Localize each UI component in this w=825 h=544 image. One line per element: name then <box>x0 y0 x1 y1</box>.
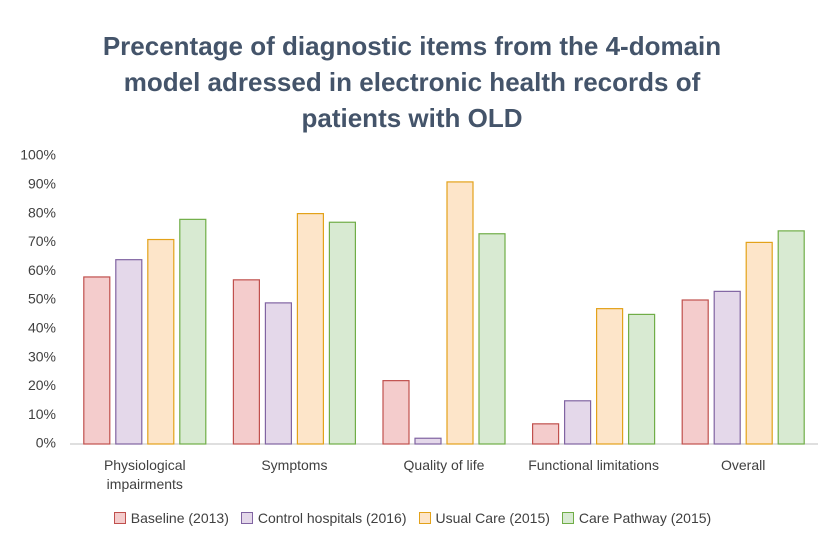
y-tick-label: 0% <box>36 435 56 451</box>
bar <box>627 313 656 445</box>
y-tick-label: 80% <box>28 204 56 220</box>
legend-swatch <box>240 512 253 524</box>
legend-swatch <box>113 512 126 524</box>
y-tick-label: 70% <box>28 233 56 249</box>
x-tick-label: Quality of life <box>403 457 485 473</box>
bar <box>713 290 741 445</box>
bar <box>563 400 592 445</box>
legend: Baseline (2013) Control hospitals (2016) U… <box>0 510 825 526</box>
bar <box>777 230 805 445</box>
x-tick-label: Symptoms <box>261 457 328 473</box>
legend-item: Control hospitals (2016) <box>240 510 407 526</box>
y-tick-label: 90% <box>28 176 56 192</box>
bar <box>446 181 474 445</box>
bar <box>264 302 292 445</box>
bar <box>179 218 207 445</box>
bar <box>478 233 506 445</box>
y-tick-label: 50% <box>28 291 56 307</box>
y-tick-label: 20% <box>28 377 56 393</box>
bar <box>414 437 442 445</box>
legend-swatch <box>561 512 574 524</box>
legend-item: Care Pathway (2015) <box>561 510 712 526</box>
legend-item: Usual Care (2015) <box>418 510 550 526</box>
legend-label: Control hospitals (2016) <box>257 510 407 526</box>
bar <box>328 221 356 445</box>
y-tick-label: 30% <box>28 348 56 364</box>
legend-swatch <box>418 512 431 524</box>
bar <box>296 213 324 445</box>
bar <box>681 299 709 445</box>
bar <box>745 241 773 445</box>
legend-label: Baseline (2013) <box>130 510 229 526</box>
bar <box>232 279 260 445</box>
legend-item: Baseline (2013) <box>113 510 229 526</box>
bar <box>595 308 624 445</box>
bar <box>115 259 143 445</box>
y-tick-label: 100% <box>20 147 56 163</box>
legend-label: Care Pathway (2015) <box>578 510 712 526</box>
bar <box>147 238 175 445</box>
bar <box>83 276 111 445</box>
y-tick-label: 10% <box>28 406 56 422</box>
x-tick-label: Functional limitations <box>528 457 659 473</box>
y-tick-label: 40% <box>28 320 56 336</box>
x-tick-label: Physiological impairments <box>103 457 186 492</box>
chart-title: Precentage of diagnostic items from the … <box>102 31 722 133</box>
bar <box>531 423 560 445</box>
legend-label: Usual Care (2015) <box>435 510 550 526</box>
y-tick-label: 60% <box>28 262 56 278</box>
x-tick-label: Overall <box>721 457 766 473</box>
bar <box>382 380 410 445</box>
